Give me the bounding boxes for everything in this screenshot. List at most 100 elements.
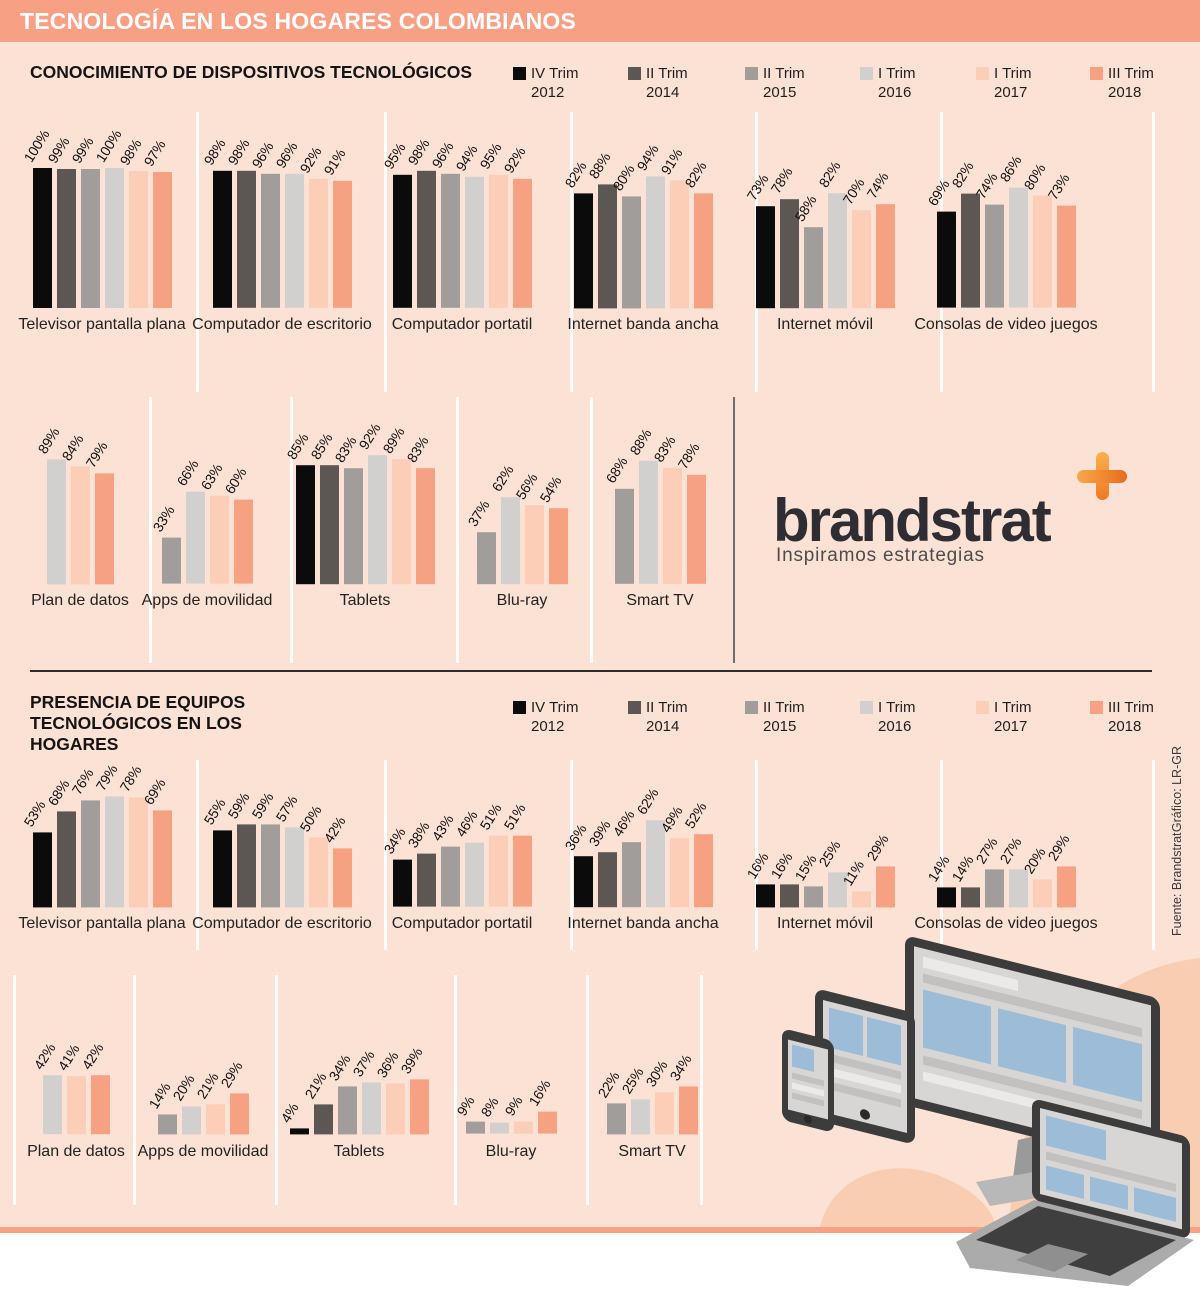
legend-label: III Trim 2018 [1108, 65, 1154, 101]
chart-category-label: Computador de escritorio [192, 316, 372, 333]
bar-2015: 27% [972, 834, 1004, 907]
panel-divider-line [384, 760, 387, 950]
legend-swatch [513, 701, 526, 714]
panel-divider-line [755, 760, 758, 950]
legend-swatch [745, 67, 758, 80]
bar-2017: 9% [501, 1093, 533, 1134]
bar-2017: 92% [296, 144, 328, 308]
bar-2018: 42% [320, 813, 352, 907]
chart-1-tablets: 4% 21% 34% 37% 36% 39% [277, 1045, 429, 1134]
bar-2017: 49% [657, 804, 689, 907]
legend-swatch [860, 701, 873, 714]
panel-divider-line [13, 975, 16, 1205]
chart-category-label: Tablets [339, 592, 391, 609]
bar-2018: 54% [536, 474, 568, 584]
bar-2017: 41% [54, 1042, 86, 1134]
chart-0-computador-portatil: 95% 98% 96% 94% 95% 92% [380, 136, 532, 308]
bar-2014: 38% [404, 819, 436, 907]
panel-divider-line [570, 760, 573, 950]
bar-2018: 97% [140, 137, 172, 308]
bar-2015: 34% [325, 1052, 357, 1134]
bar-2014: 99% [44, 135, 76, 308]
chart-0-plan-de-datos: 89% 84% 79% [34, 425, 114, 584]
chart-0-blu-ray: 37% 62% 56% 54% [464, 462, 568, 584]
bar-2016: 100% [92, 127, 124, 308]
panel-divider-line [454, 975, 457, 1205]
bar-2015: 83% [331, 433, 363, 584]
bar-2018: 52% [681, 799, 713, 907]
bar-2017: 21% [193, 1070, 225, 1134]
legend-label: II Trim 2014 [646, 65, 688, 101]
legend-item-2014: II Trim 2014 [628, 64, 688, 102]
bar-2016: 94% [452, 142, 484, 308]
smartphone-icon [782, 1029, 834, 1131]
bar-2016: 25% [618, 1064, 650, 1134]
bar-2014: 82% [948, 158, 980, 308]
chart-category-label: Internet móvil [776, 316, 874, 333]
bar-2015: 14% [145, 1080, 177, 1134]
legend-item-2016: I Trim 2016 [860, 698, 916, 736]
chart-category-label: Computador portatil [391, 316, 533, 333]
bar-2014: 85% [307, 430, 339, 584]
bar-2017: 83% [650, 433, 682, 584]
bar-2015: 96% [428, 139, 460, 308]
bar-2014: 78% [767, 164, 799, 308]
chart-1-televisor-pantalla-plana: 53% 68% 76% 79% 78% 69% [20, 762, 172, 907]
bar-2016: 20% [169, 1071, 201, 1134]
chart-category-label: Consolas de video juegos [914, 915, 1098, 932]
tablet-icon [815, 990, 915, 1143]
legend-swatch [976, 701, 989, 714]
bar-2018: 34% [666, 1052, 698, 1134]
chart-category-label: Blu-ray [485, 1143, 537, 1160]
chart-1-apps-de-movilidad: 14% 20% 21% 29% [145, 1059, 249, 1134]
bar-2018: 29% [217, 1059, 249, 1134]
bar-2016: 46% [452, 808, 484, 907]
legend-label: IV Trim 2012 [531, 65, 579, 101]
chart-0-smart-tv: 68% 88% 83% 78% [602, 426, 706, 584]
bar-2017: 89% [379, 425, 411, 584]
bar-2018: 73% [1044, 171, 1076, 308]
legend-label: II Trim 2014 [646, 699, 688, 735]
bar-2012: 14% [924, 853, 956, 907]
panel-divider-line [940, 760, 943, 950]
bar-2015: 15% [791, 851, 823, 907]
bar-2015: 99% [68, 135, 100, 308]
legend-label: IV Trim 2012 [531, 699, 579, 735]
source-text: Fuente: Brandstrat [1170, 832, 1184, 936]
legend-swatch [1090, 701, 1103, 714]
panel-divider-line [456, 397, 459, 663]
chart-category-label: Televisor pantalla plana [18, 316, 186, 333]
bar-2012: 95% [380, 140, 412, 308]
chart-category-label: Apps de movilidad [137, 1143, 269, 1160]
section-divider-line [30, 670, 1152, 672]
panel-divider-line [275, 975, 278, 1205]
graphic-credit-text: Gráfico: LR-GR [1170, 746, 1184, 833]
bar-2018: 29% [1044, 832, 1076, 907]
bar-2018: 82% [681, 158, 713, 308]
bar-2016: 8% [477, 1095, 509, 1134]
bar-2015: 37% [464, 497, 496, 584]
credit-text: Fuente: Brandstrat Gráfico: LR-GR [1170, 746, 1186, 936]
legend-item-2014: II Trim 2014 [628, 698, 688, 736]
chart-category-label: Computador portatil [391, 915, 533, 932]
bar-2018: 83% [403, 433, 435, 584]
bar-2017: 80% [1020, 161, 1052, 308]
bar-2018: 60% [221, 465, 253, 584]
bar-2016: 42% [30, 1040, 62, 1134]
bar-2012: 36% [561, 822, 593, 907]
chart-0-computador-de-escritorio: 98% 98% 96% 96% 92% 91% [200, 136, 352, 308]
panel-divider-line [290, 397, 293, 663]
bar-2015: 9% [453, 1093, 485, 1134]
legend-label: I Trim 2017 [994, 699, 1032, 735]
panel-divider-line [196, 760, 199, 950]
bar-2018: 51% [500, 801, 532, 907]
bar-2017: 11% [839, 858, 871, 907]
panel-divider-line [1152, 112, 1155, 392]
bar-2014: 68% [44, 777, 76, 907]
chart-1-internet-banda-ancha: 36% 39% 46% 62% 49% 52% [561, 785, 713, 907]
bar-2017: 91% [657, 146, 689, 308]
chart-category-label: Smart TV [618, 1143, 686, 1160]
section1-title: CONOCIMIENTO DE DISPOSITIVOS TECNOLÓGICO… [30, 62, 473, 82]
bar-2012: 73% [743, 171, 775, 308]
